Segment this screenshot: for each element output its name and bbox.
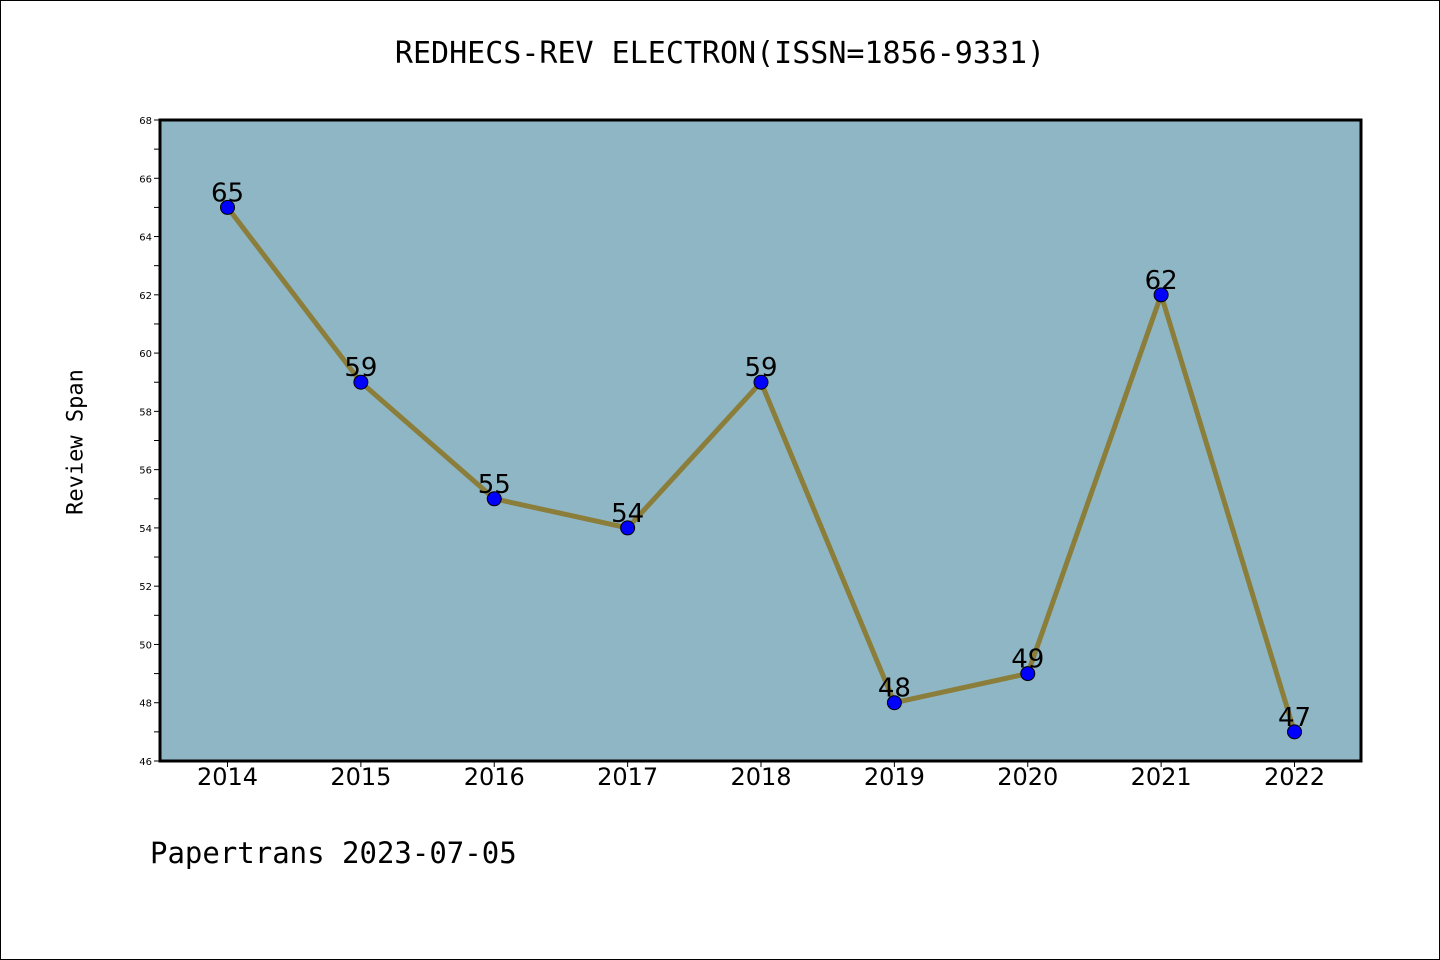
- data-point: [486, 491, 502, 507]
- data-point: [753, 374, 769, 390]
- y-tick-label: 48: [139, 699, 152, 710]
- chart-title: REDHECS-REV ELECTRON(ISSN=1856-9331): [394, 36, 1046, 71]
- data-point: [1020, 666, 1036, 682]
- y-tick-label: 52: [139, 582, 152, 593]
- data-point: [220, 199, 235, 215]
- x-tick-label: 2022: [1264, 763, 1325, 791]
- plot-border: [158, 118, 1363, 763]
- y-tick-label: 66: [139, 174, 152, 185]
- data-label: 54: [611, 499, 644, 529]
- x-tick-label: 2014: [197, 763, 258, 791]
- y-tick-label: 56: [139, 466, 152, 477]
- x-tick-label: 2021: [1131, 763, 1192, 791]
- data-label: 65: [211, 178, 244, 208]
- data-point: [1287, 724, 1302, 740]
- y-tick-label: 54: [139, 524, 152, 535]
- y-tick-label: 62: [139, 291, 152, 302]
- y-tick-label: 46: [139, 757, 152, 768]
- x-tick-label: 2017: [597, 763, 658, 791]
- y-tick-label: 64: [139, 233, 152, 244]
- data-label: 47: [1278, 703, 1311, 733]
- y-tick-label: 50: [139, 640, 152, 651]
- y-tick-label: 58: [139, 407, 152, 418]
- plot-area: [160, 120, 1361, 761]
- data-point: [1153, 287, 1169, 303]
- data-label: 62: [1145, 266, 1178, 296]
- y-tick-label: 68: [139, 116, 152, 127]
- data-point: [353, 374, 369, 390]
- data-label: 48: [878, 674, 911, 704]
- x-tick-label: 2015: [330, 763, 391, 791]
- data-label: 59: [344, 353, 377, 383]
- data-label: 55: [478, 470, 511, 500]
- data-point: [620, 520, 636, 536]
- data-point: [886, 695, 902, 711]
- data-label: 59: [744, 353, 777, 383]
- x-tick-label: 2019: [864, 763, 925, 791]
- x-tick-label: 2020: [997, 763, 1058, 791]
- y-tick-label: 60: [139, 349, 152, 360]
- x-tick-label: 2018: [730, 763, 791, 791]
- footer-note: Papertrans 2023-07-05: [150, 836, 517, 870]
- x-tick-label: 2016: [464, 763, 525, 791]
- data-label: 49: [1011, 645, 1044, 675]
